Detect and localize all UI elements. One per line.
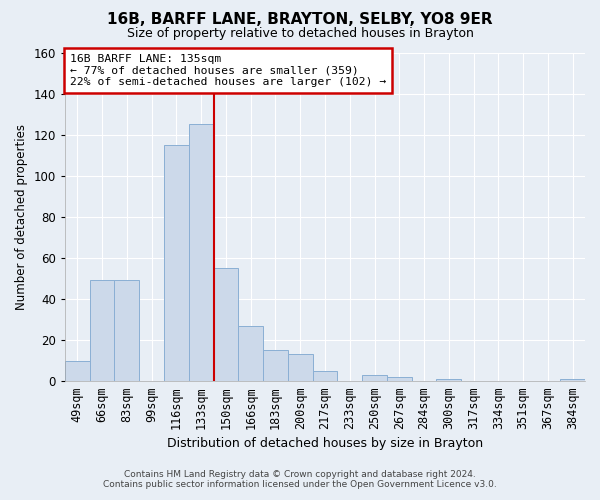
Bar: [387, 377, 412, 381]
Bar: [65, 360, 90, 381]
Bar: [189, 124, 214, 381]
Bar: [164, 145, 189, 381]
X-axis label: Distribution of detached houses by size in Brayton: Distribution of detached houses by size …: [167, 437, 483, 450]
Y-axis label: Number of detached properties: Number of detached properties: [15, 124, 28, 310]
Text: 16B BARFF LANE: 135sqm
← 77% of detached houses are smaller (359)
22% of semi-de: 16B BARFF LANE: 135sqm ← 77% of detached…: [70, 54, 386, 88]
Bar: [263, 350, 288, 381]
Bar: [214, 268, 238, 381]
Bar: [238, 326, 263, 381]
Bar: [288, 354, 313, 381]
Text: Size of property relative to detached houses in Brayton: Size of property relative to detached ho…: [127, 28, 473, 40]
Bar: [115, 280, 139, 381]
Bar: [436, 379, 461, 381]
Bar: [362, 375, 387, 381]
Bar: [313, 371, 337, 381]
Bar: [560, 379, 585, 381]
Bar: [90, 280, 115, 381]
Text: Contains HM Land Registry data © Crown copyright and database right 2024.
Contai: Contains HM Land Registry data © Crown c…: [103, 470, 497, 489]
Text: 16B, BARFF LANE, BRAYTON, SELBY, YO8 9ER: 16B, BARFF LANE, BRAYTON, SELBY, YO8 9ER: [107, 12, 493, 28]
